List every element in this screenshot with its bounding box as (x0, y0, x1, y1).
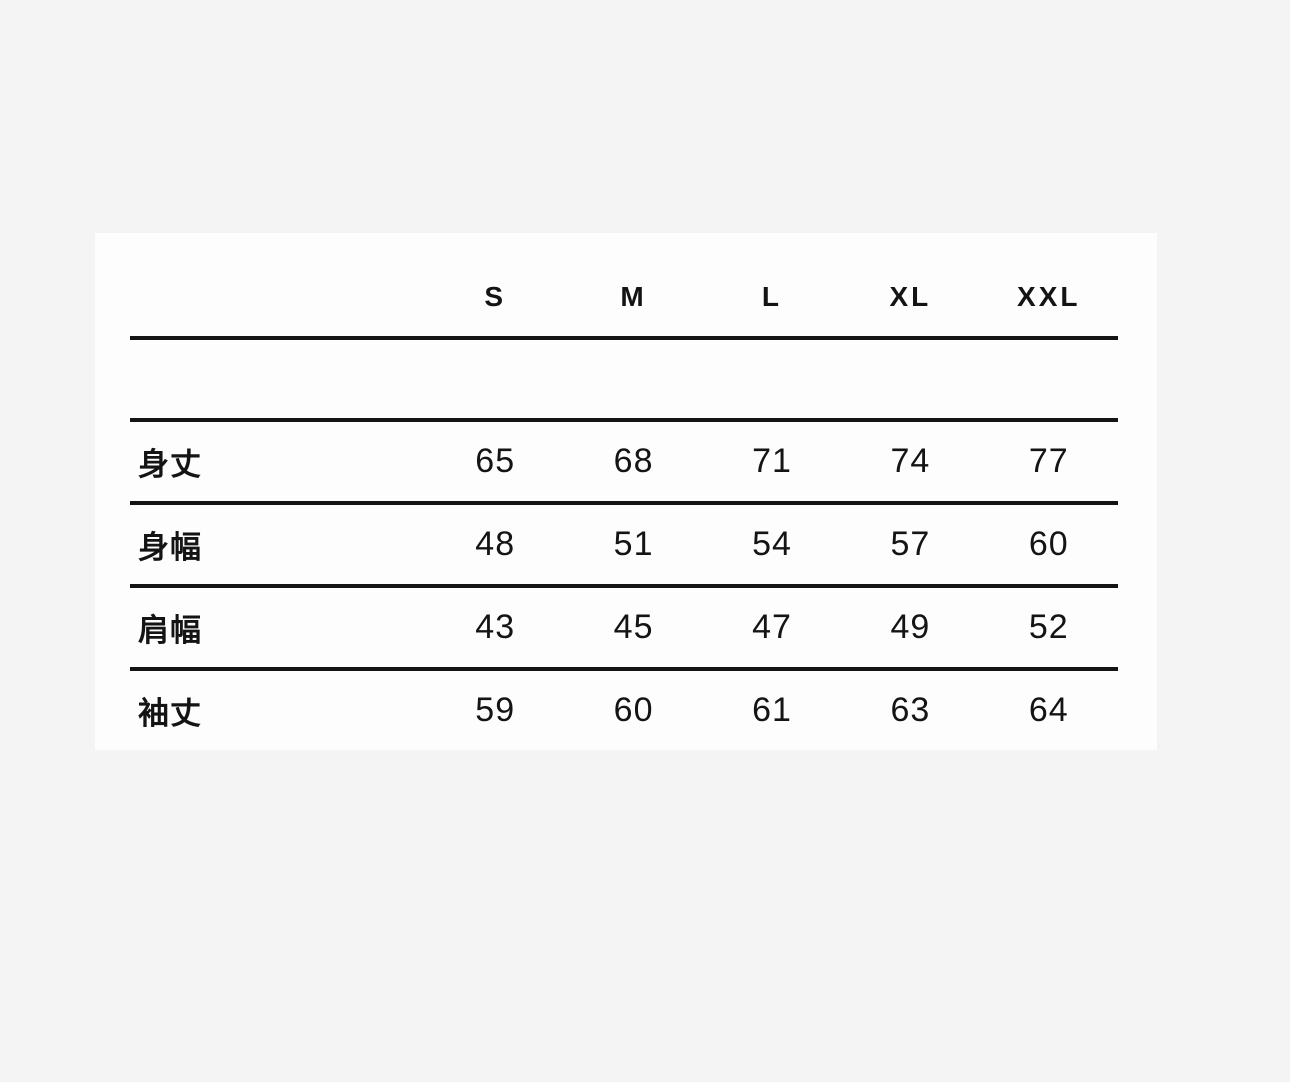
cell-shoulder-width-l: 47 (702, 586, 842, 671)
cell-sleeve-length-s: 59 (475, 691, 516, 729)
cell-sleeve-length-xl: 63 (890, 691, 931, 729)
cell-shoulder-width-s: 43 (426, 586, 565, 671)
cell-body-width-s: 48 (426, 503, 565, 588)
size-chart-table: S M L XL XXL 身丈 65 68 71 74 77 身幅 48 (130, 257, 1118, 750)
cell-shoulder-width-m: 45 (564, 586, 703, 671)
cell-sleeve-length-xxl: 64 (1028, 691, 1069, 729)
row-label-body-length: 身丈 (130, 420, 426, 505)
cell-body-width-m: 51 (564, 503, 703, 588)
header-size-m: M (564, 257, 703, 340)
cell-body-length-s: 65 (426, 420, 565, 505)
row-label-shoulder-width: 肩幅 (130, 586, 426, 671)
cell-shoulder-width-xxl: 52 (979, 586, 1118, 671)
table-row-body-length: 身丈 65 68 71 74 77 (130, 420, 1118, 505)
cell-body-width-l: 54 (702, 503, 842, 588)
cell-body-length-l: 71 (702, 420, 842, 505)
header-size-s: S (426, 257, 565, 340)
table-row-shoulder-width: 肩幅 43 45 47 49 52 (130, 586, 1118, 671)
cell-body-length-xl: 74 (841, 420, 980, 505)
cell-shoulder-width-xl: 49 (841, 586, 980, 671)
cell-body-width-xl: 57 (841, 503, 980, 588)
table-row-body-width: 身幅 48 51 54 57 60 (130, 503, 1118, 588)
row-label-sleeve-length: 袖丈 (138, 696, 202, 731)
header-row: S M L XL XXL (130, 257, 1118, 340)
size-chart-panel: S M L XL XXL 身丈 65 68 71 74 77 身幅 48 (95, 233, 1157, 750)
cell-body-length-m: 68 (564, 420, 703, 505)
header-size-xl: XL (841, 257, 980, 340)
cell-body-length-xxl: 77 (979, 420, 1118, 505)
header-size-l: L (702, 257, 842, 340)
table-row-sleeve-length: 袖丈 59 60 61 63 64 (130, 669, 1118, 750)
spacer-cell (130, 338, 1118, 422)
cell-sleeve-length-m: 60 (613, 691, 654, 729)
cell-body-width-xxl: 60 (979, 503, 1118, 588)
spacer-row (130, 338, 1118, 422)
cell-sleeve-length-l: 61 (752, 691, 792, 729)
row-label-body-width: 身幅 (130, 503, 426, 588)
header-size-xxl: XXL (979, 257, 1118, 340)
header-corner-empty (130, 257, 426, 340)
